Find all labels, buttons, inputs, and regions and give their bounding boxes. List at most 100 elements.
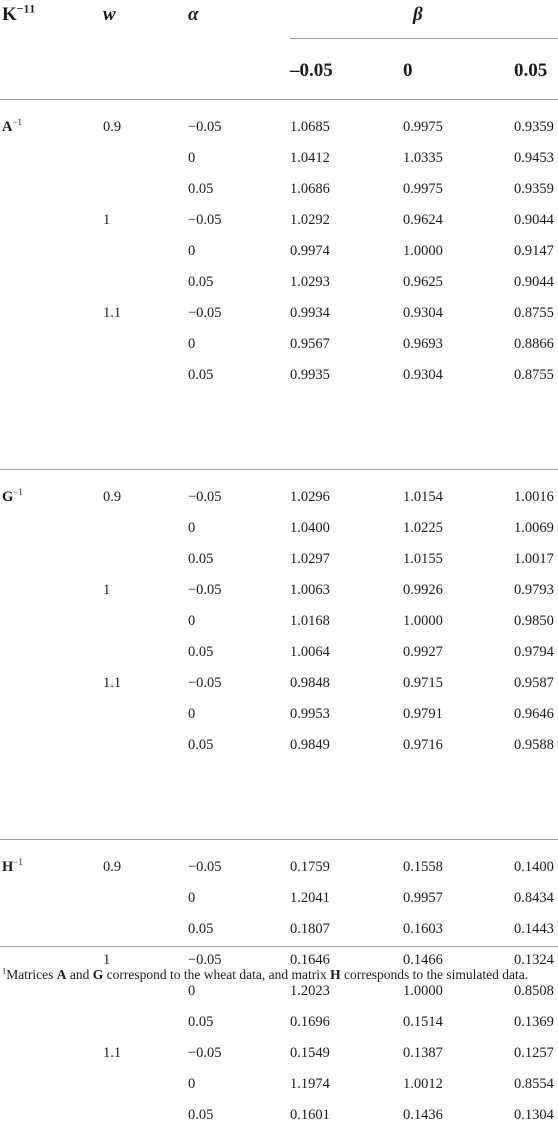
alpha-value: 0 — [188, 890, 196, 906]
table-cell-beta-3: 0.9850 — [514, 613, 554, 629]
table-cell-beta-2: 0.9625 — [403, 274, 443, 290]
alpha-value: −0.05 — [188, 952, 222, 968]
header-k-column: K−11 — [2, 2, 36, 26]
table-cell-beta-2: 0.1466 — [403, 952, 443, 968]
table-cell-beta-3: 0.9044 — [514, 212, 554, 228]
table-footnote: 1Matrices A and G correspond to the whea… — [2, 965, 556, 984]
table-cell-beta-1: 1.0685 — [290, 119, 330, 135]
header-beta-value-1: –0.05 — [290, 60, 333, 81]
table-cell-beta-2: 0.1514 — [403, 1014, 443, 1030]
alpha-value: 0.05 — [188, 551, 214, 567]
table-cell-beta-3: 0.8755 — [514, 305, 554, 321]
alpha-value: 0.05 — [188, 1107, 214, 1123]
table-cell-beta-2: 0.9624 — [403, 212, 443, 228]
table-cell-beta-1: 1.0297 — [290, 551, 330, 567]
table-cell-beta-2: 0.9926 — [403, 582, 443, 598]
table-cell-beta-3: 0.1443 — [514, 921, 554, 937]
matrix-exponent: −1 — [12, 117, 23, 128]
table-cell-beta-1: 0.1646 — [290, 952, 330, 968]
table-cell-beta-3: 1.0017 — [514, 551, 554, 567]
alpha-value: 0.05 — [188, 181, 214, 197]
alpha-value: −0.05 — [188, 1045, 222, 1061]
w-value: 0.9 — [103, 119, 122, 135]
table-cell-beta-3: 0.9587 — [514, 675, 554, 691]
table-cell-beta-2: 1.0012 — [403, 1076, 443, 1092]
w-value: 1.1 — [103, 305, 122, 321]
beta-spanner-rule — [290, 38, 558, 39]
table-cell-beta-3: 0.9646 — [514, 706, 554, 722]
matrix-label: H−1 — [2, 857, 23, 876]
alpha-value: 0.05 — [188, 367, 214, 383]
alpha-value: −0.05 — [188, 119, 222, 135]
w-value: 1.1 — [103, 1045, 122, 1061]
w-value: 1 — [103, 582, 111, 598]
table-cell-beta-3: 0.8866 — [514, 336, 554, 352]
table-cell-beta-3: 0.1369 — [514, 1014, 554, 1030]
alpha-value: 0 — [188, 613, 196, 629]
w-value: 1 — [103, 212, 111, 228]
table-cell-beta-1: 1.2041 — [290, 890, 330, 906]
table-cell-beta-3: 1.0016 — [514, 489, 554, 505]
table-cell-beta-2: 0.9975 — [403, 119, 443, 135]
footnote-text-4: corresponds to the simulated data. — [340, 967, 529, 982]
alpha-value: 0 — [188, 150, 196, 166]
footnote-mark: 1 — [2, 966, 7, 976]
table-cell-beta-2: 1.0000 — [403, 243, 443, 259]
alpha-value: −0.05 — [188, 212, 222, 228]
table-cell-beta-2: 0.1603 — [403, 921, 443, 937]
table-cell-beta-1: 0.1549 — [290, 1045, 330, 1061]
alpha-value: −0.05 — [188, 675, 222, 691]
header-beta-value-2: 0 — [403, 60, 413, 81]
table-cell-beta-2: 0.9304 — [403, 305, 443, 321]
w-value: 1 — [103, 952, 111, 968]
table-cell-beta-2: 0.1387 — [403, 1045, 443, 1061]
table-cell-beta-2: 0.9975 — [403, 181, 443, 197]
matrix-exponent: −1 — [13, 487, 23, 498]
table-cell-beta-1: 0.1759 — [290, 859, 330, 875]
table-cell-beta-3: 1.0069 — [514, 520, 554, 536]
table-cell-beta-3: 0.9588 — [514, 737, 554, 753]
table-cell-beta-3: 0.9794 — [514, 644, 554, 660]
table-cell-beta-2: 0.1436 — [403, 1107, 443, 1123]
header-bottom-rule — [0, 99, 558, 100]
matrix-letter: G — [2, 489, 14, 505]
table-cell-beta-1: 0.9953 — [290, 706, 330, 722]
table-cell-beta-1: 0.9934 — [290, 305, 330, 321]
matrix-letter: A — [2, 119, 13, 135]
alpha-value: 0 — [188, 706, 196, 722]
table-cell-beta-2: 1.0155 — [403, 551, 443, 567]
header-k-footnote-mark: 1 — [29, 2, 36, 16]
table-cell-beta-2: 1.0000 — [403, 983, 443, 999]
footnote-matrix-h: H — [330, 967, 341, 982]
group-separator-rule — [0, 946, 558, 947]
table-cell-beta-1: 0.9567 — [290, 336, 330, 352]
alpha-value: 0 — [188, 243, 196, 259]
table-cell-beta-1: 0.9849 — [290, 737, 330, 753]
table-cell-beta-2: 1.0335 — [403, 150, 443, 166]
table-cell-beta-1: 1.0412 — [290, 150, 330, 166]
footnote-matrix-a: A — [56, 967, 67, 982]
table-cell-beta-3: 0.1257 — [514, 1045, 554, 1061]
table-cell-beta-1: 0.9935 — [290, 367, 330, 383]
table-cell-beta-1: 1.0064 — [290, 644, 330, 660]
table-cell-beta-1: 1.0293 — [290, 274, 330, 290]
table-cell-beta-3: 0.8508 — [514, 983, 554, 999]
alpha-value: 0 — [188, 983, 196, 999]
table-cell-beta-2: 0.9693 — [403, 336, 443, 352]
table-cell-beta-3: 0.9359 — [514, 119, 554, 135]
table-cell-beta-1: 1.2023 — [290, 983, 330, 999]
table-cell-beta-3: 0.8554 — [514, 1076, 554, 1092]
table-cell-beta-1: 0.9848 — [290, 675, 330, 691]
alpha-value: 0.05 — [188, 644, 214, 660]
table-cell-beta-3: 0.1400 — [514, 859, 554, 875]
footnote-text-1: Matrices — [6, 967, 57, 982]
matrix-label: G−1 — [2, 487, 23, 506]
alpha-value: 0.05 — [188, 1014, 214, 1030]
matrix-exponent: −1 — [13, 857, 23, 868]
alpha-value: 0 — [188, 1076, 196, 1092]
table-cell-beta-3: 0.9147 — [514, 243, 554, 259]
table-cell-beta-1: 1.0686 — [290, 181, 330, 197]
footnote-text-3: correspond to the wheat data, and matrix — [103, 967, 331, 982]
header-w-column: w — [103, 4, 116, 25]
table-cell-beta-3: 0.1304 — [514, 1107, 554, 1123]
